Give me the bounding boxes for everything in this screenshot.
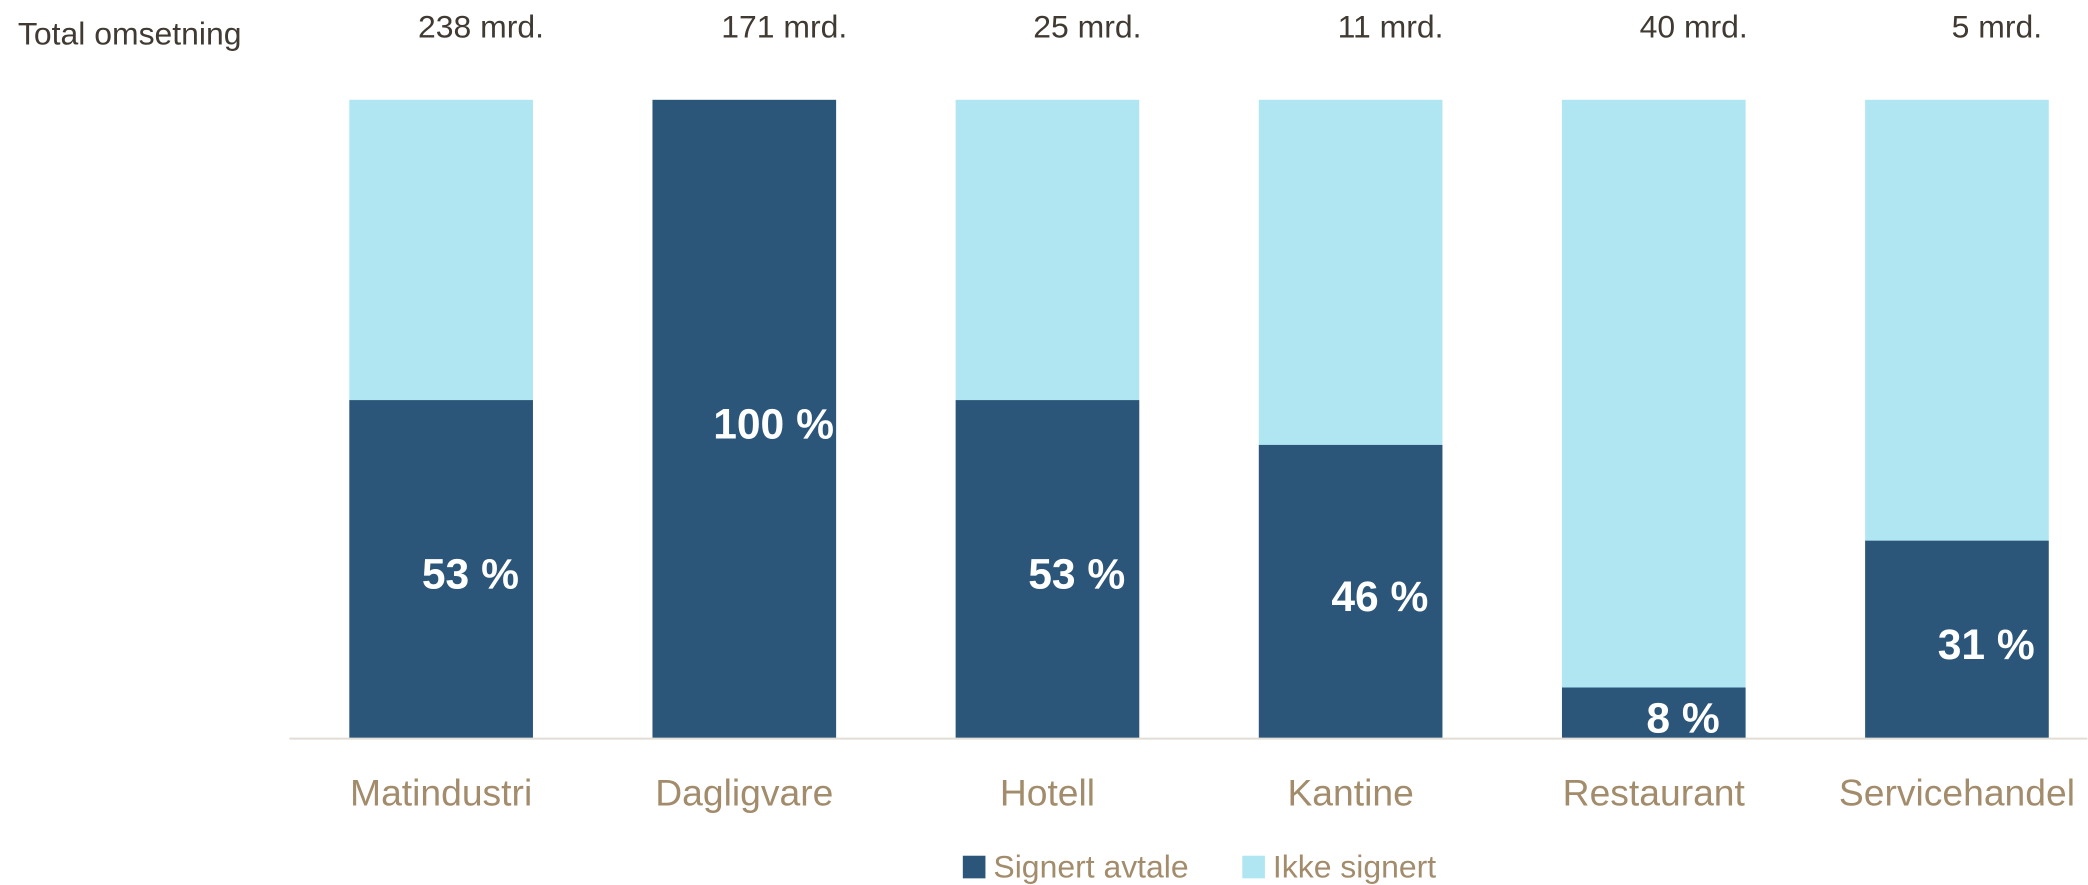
bar-segment	[652, 99, 837, 739]
value-label: 100 %	[713, 400, 834, 448]
bar-segment	[349, 99, 533, 401]
top-label: 238 mrd.	[418, 9, 544, 45]
value-label: 53 %	[422, 551, 519, 599]
bar-segment	[955, 99, 1140, 401]
bar-segment	[955, 400, 1140, 739]
x-tick-label: Dagligvare	[655, 772, 833, 814]
top-label: 171 mrd.	[721, 9, 847, 45]
value-label: 46 %	[1331, 573, 1428, 621]
x-tick-label: Restaurant	[1563, 772, 1746, 814]
bar-segment	[1258, 99, 1443, 445]
x-tick-label: Hotell	[1000, 772, 1095, 814]
row-label: Total omsetning	[18, 15, 242, 51]
legend-swatch	[962, 855, 986, 879]
bar-segment	[349, 400, 533, 739]
bar-segment	[1561, 687, 1746, 739]
bar-segment	[1561, 99, 1746, 688]
value-label: 53 %	[1028, 551, 1125, 599]
x-tick-label: Matindustri	[350, 772, 532, 814]
x-tick-label: Servicehandel	[1839, 772, 2075, 814]
bar-segment	[1258, 444, 1443, 739]
top-label: 40 mrd.	[1640, 9, 1748, 45]
top-label: 25 mrd.	[1033, 9, 1141, 45]
legend-label: Ikke signert	[1273, 848, 1436, 884]
value-label: 31 %	[1938, 621, 2035, 669]
bar-segment	[1865, 99, 2049, 541]
value-label: 8 %	[1646, 694, 1719, 742]
bar-segment	[1865, 540, 2049, 739]
top-label: 11 mrd.	[1338, 9, 1444, 45]
x-tick-label: Kantine	[1287, 772, 1413, 814]
legend-swatch	[1242, 855, 1265, 879]
legend-label: Signert avtale	[993, 848, 1188, 884]
top-label: 5 mrd.	[1952, 9, 2042, 45]
